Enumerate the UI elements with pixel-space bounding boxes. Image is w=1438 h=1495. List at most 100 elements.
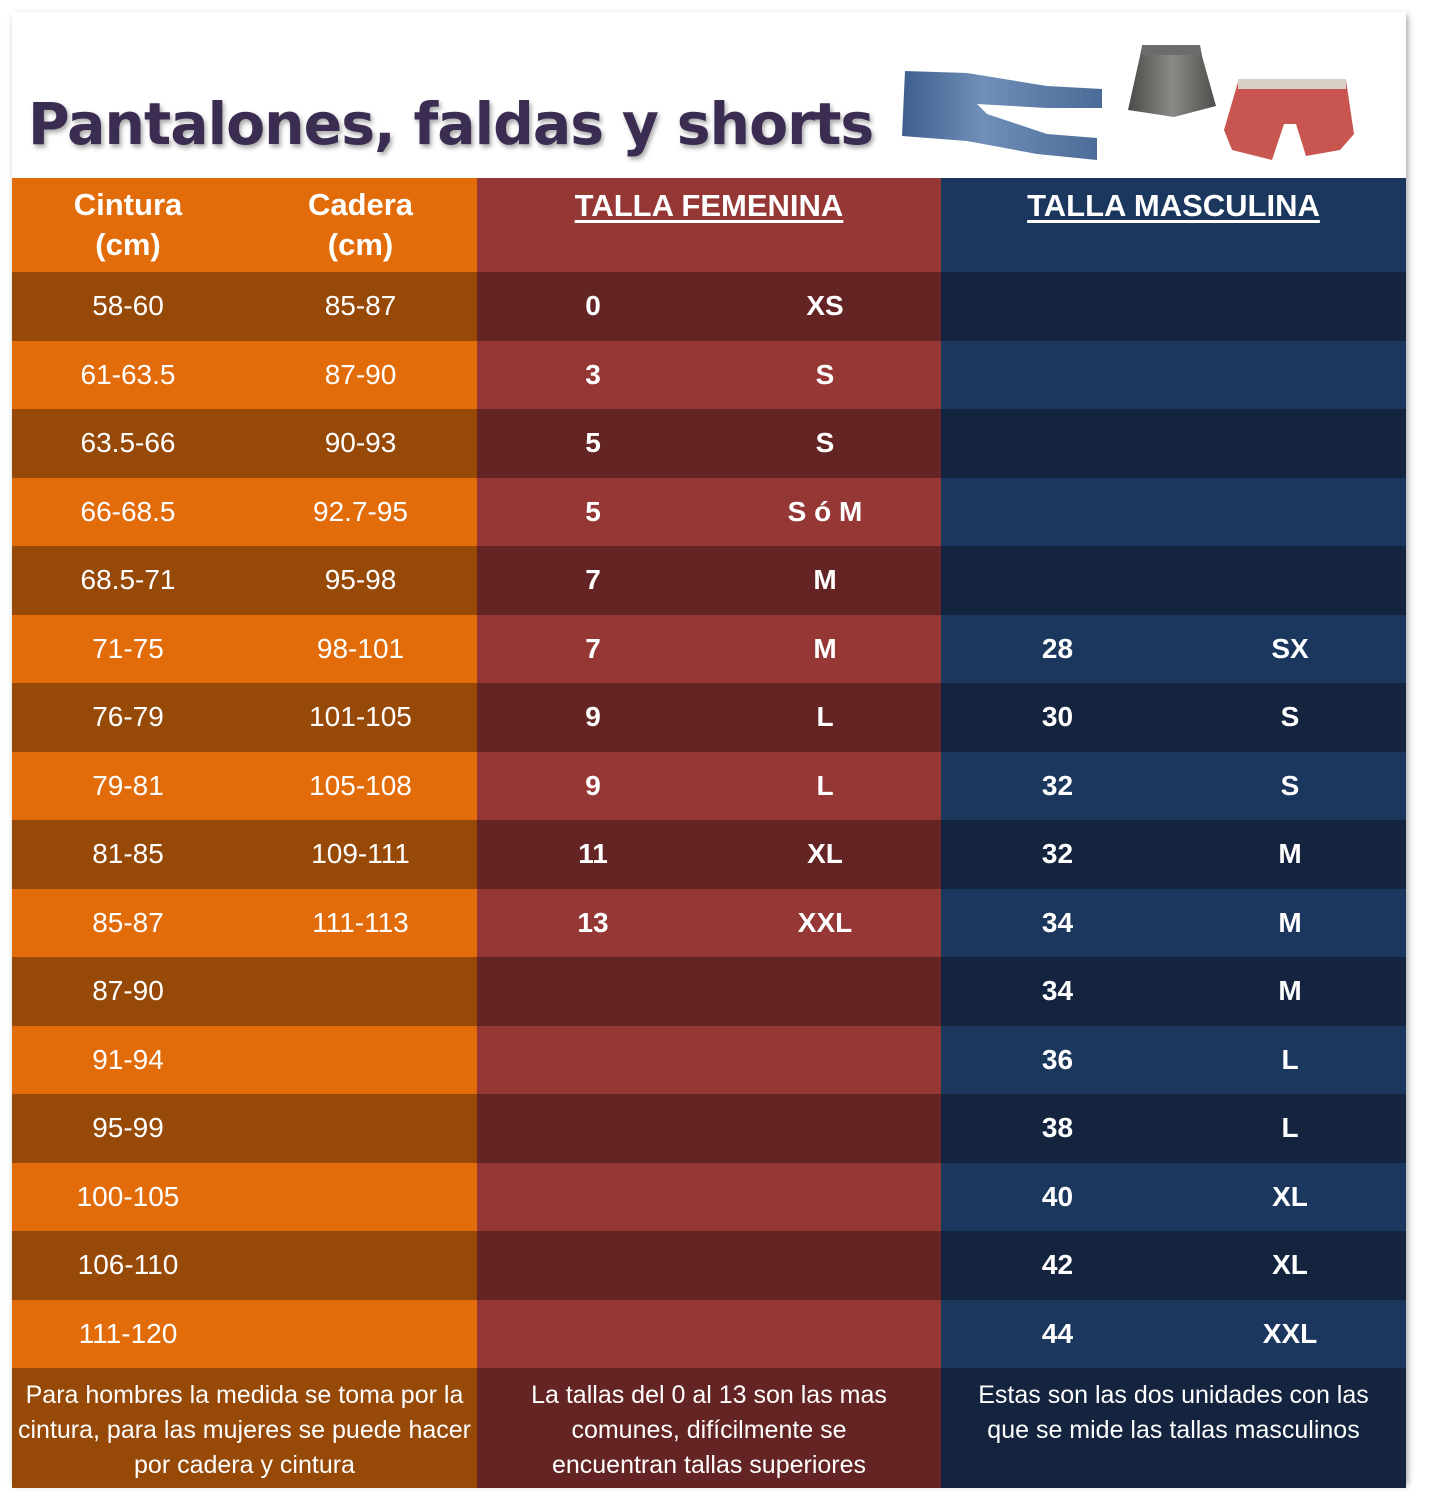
cell-masc-size: M [1174,957,1406,1026]
table-row: 106-110 42 XL [12,1231,1406,1300]
cell-fem-num: 7 [477,614,709,683]
cell-fem-size [709,1025,941,1094]
cell-cadera: 98-101 [244,614,477,683]
table-header-row: Cintura (cm) Cadera (cm) TALLA FEMENINA … [12,178,1406,272]
cell-cadera [244,1299,477,1368]
cell-cadera: 87-90 [244,340,477,409]
cell-cintura: 58-60 [12,272,244,341]
table-row: 66-68.5 92.7-95 5 S ó M [12,477,1406,546]
table-row: 100-105 40 XL [12,1162,1406,1231]
cell-masc-size: XXL [1174,1299,1406,1368]
cell-cintura: 85-87 [12,888,244,957]
cell-fem-size: S [709,409,941,478]
cell-cintura: 71-75 [12,614,244,683]
cell-fem-size [709,1094,941,1163]
cell-masc-num [941,340,1174,409]
cell-fem-size: S [709,340,941,409]
cell-masc-num: 34 [941,888,1174,957]
cell-cadera: 95-98 [244,546,477,615]
table-row: 68.5-71 95-98 7 M [12,546,1406,615]
cell-cintura: 87-90 [12,957,244,1026]
cell-fem-num: 9 [477,751,709,820]
cell-masc-num: 38 [941,1094,1174,1163]
cell-fem-num [477,1299,709,1368]
cell-masc-num [941,546,1174,615]
cell-fem-num: 0 [477,272,709,341]
cell-cintura: 76-79 [12,683,244,752]
cell-cintura: 68.5-71 [12,546,244,615]
cell-masc-size: XL [1174,1231,1406,1300]
cell-fem-size [709,957,941,1026]
header-masculina-label: TALLA MASCULINA [1027,188,1320,223]
cell-fem-size [709,1299,941,1368]
cell-masc-size [1174,409,1406,478]
cell-cadera [244,1231,477,1300]
cell-cadera: 90-93 [244,409,477,478]
cell-cadera [244,1162,477,1231]
cell-fem-num [477,1231,709,1300]
cell-masc-size: SX [1174,614,1406,683]
cell-cintura: 111-120 [12,1299,244,1368]
cell-fem-num: 11 [477,820,709,889]
header-cintura-label: Cintura [73,187,183,222]
cell-masc-size: L [1174,1025,1406,1094]
table-row: 85-87 111-113 13 XXL 34 M [12,888,1406,957]
header-cadera-unit: (cm) [327,227,394,262]
cell-cintura: 95-99 [12,1094,244,1163]
cell-masc-size [1174,477,1406,546]
header-femenina-label: TALLA FEMENINA [574,188,844,223]
cell-cadera: 85-87 [244,272,477,341]
table-row: 91-94 36 L [12,1025,1406,1094]
cell-cintura: 106-110 [12,1231,244,1300]
cell-fem-num [477,1025,709,1094]
cell-fem-num [477,957,709,1026]
cell-cintura: 81-85 [12,820,244,889]
size-chart-card: Pantalones, faldas y shorts [12,12,1406,1488]
cell-cintura: 63.5-66 [12,409,244,478]
cell-masc-num: 28 [941,614,1174,683]
cell-fem-num: 5 [477,409,709,478]
cell-fem-size: XXL [709,888,941,957]
cell-masc-num: 32 [941,820,1174,889]
cell-masc-size: M [1174,888,1406,957]
cell-fem-size: M [709,614,941,683]
cell-masc-size: XL [1174,1162,1406,1231]
cell-cadera [244,957,477,1026]
page-title: Pantalones, faldas y shorts [28,90,874,158]
cell-cadera [244,1025,477,1094]
table-row: 81-85 109-111 11 XL 32 M [12,820,1406,889]
cell-cadera [244,1094,477,1163]
shorts-image [1224,79,1354,160]
cell-fem-size: S ó M [709,477,941,546]
cell-masc-num: 40 [941,1162,1174,1231]
table-row: 79-81 105-108 9 L 32 S [12,751,1406,820]
cell-cadera: 101-105 [244,683,477,752]
cell-masc-num: 42 [941,1231,1174,1300]
cell-masc-size: M [1174,820,1406,889]
cell-masc-size [1174,272,1406,341]
cell-masc-num: 34 [941,957,1174,1026]
size-table: Cintura (cm) Cadera (cm) TALLA FEMENINA … [12,178,1406,1488]
cell-cadera: 105-108 [244,751,477,820]
note-masculina: Estas son las dos unidades con las que s… [941,1368,1406,1488]
cell-masc-num: 30 [941,683,1174,752]
cell-cintura: 91-94 [12,1025,244,1094]
cell-masc-size: S [1174,751,1406,820]
cell-fem-num: 5 [477,477,709,546]
table-row: 63.5-66 90-93 5 S [12,409,1406,478]
header-cadera-label: Cadera [307,187,414,222]
cell-masc-num [941,272,1174,341]
cell-fem-size: XL [709,820,941,889]
table-row: 71-75 98-101 7 M 28 SX [12,614,1406,683]
header-talla-femenina: TALLA FEMENINA [477,178,941,272]
table-row: 58-60 85-87 0 XS [12,272,1406,341]
cell-fem-num: 13 [477,888,709,957]
cell-fem-num: 7 [477,546,709,615]
note-femenina: La tallas del 0 al 13 son las mas comune… [477,1368,941,1488]
table-row: 76-79 101-105 9 L 30 S [12,683,1406,752]
cell-fem-num [477,1094,709,1163]
cell-cadera: 111-113 [244,888,477,957]
cell-cadera: 92.7-95 [244,477,477,546]
cell-fem-size [709,1162,941,1231]
skirt-image [1128,45,1216,117]
